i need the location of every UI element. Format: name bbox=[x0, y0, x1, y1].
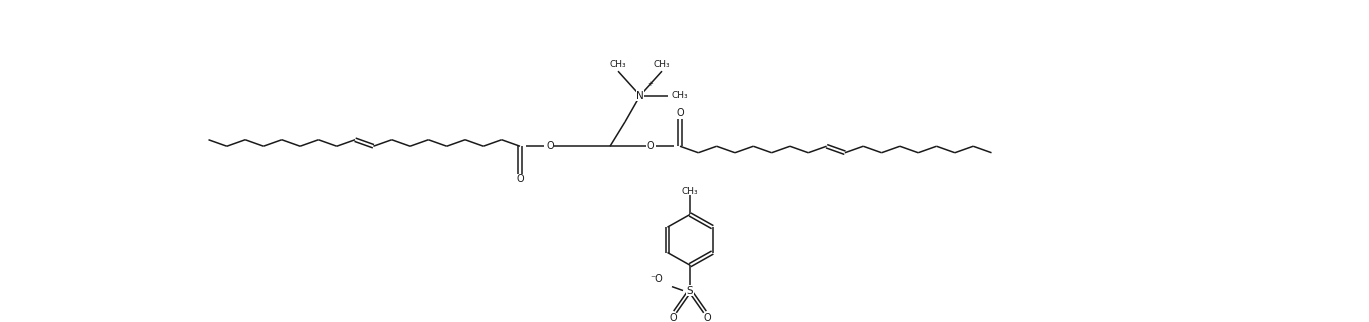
Text: ⁻O: ⁻O bbox=[650, 274, 663, 284]
Text: O: O bbox=[646, 141, 654, 151]
Text: CH₃: CH₃ bbox=[682, 186, 698, 195]
Text: CH₃: CH₃ bbox=[609, 60, 626, 69]
Text: CH₃: CH₃ bbox=[672, 91, 689, 100]
Text: O: O bbox=[546, 141, 554, 151]
Text: +: + bbox=[648, 81, 653, 87]
Text: O: O bbox=[704, 313, 711, 322]
Text: CH₃: CH₃ bbox=[653, 60, 671, 69]
Text: O: O bbox=[676, 108, 683, 118]
Text: O: O bbox=[516, 175, 524, 185]
Text: S: S bbox=[687, 286, 693, 296]
Text: O: O bbox=[669, 313, 676, 322]
Text: N: N bbox=[637, 90, 643, 100]
